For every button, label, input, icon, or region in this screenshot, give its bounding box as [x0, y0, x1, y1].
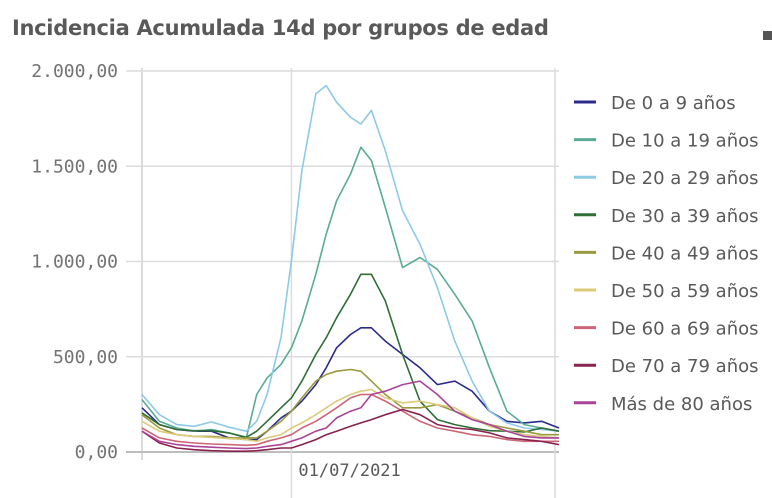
legend-label: De 30 a 39 años — [611, 206, 759, 227]
x-axis-ticks: 01/07/2021 — [298, 461, 400, 481]
legend-label: De 40 a 49 años — [611, 243, 759, 264]
legend-item[interactable]: De 50 a 59 años — [574, 281, 759, 302]
series-line-2 — [141, 84, 560, 432]
expand-icon[interactable] — [763, 31, 772, 40]
legend-item[interactable]: De 40 a 49 años — [574, 243, 759, 264]
y-tick-label: 2.000,00 — [31, 61, 118, 82]
legend-item[interactable]: De 60 a 69 años — [574, 319, 759, 340]
y-axis-ticks: 0,00 500,00 1.000,00 1.500,00 2.000,00 — [31, 61, 118, 463]
legend-item[interactable]: Más de 80 años — [574, 394, 752, 415]
legend-item[interactable]: De 70 a 79 años — [574, 356, 759, 377]
legend-label: Más de 80 años — [611, 394, 752, 415]
legend-label: De 70 a 79 años — [611, 356, 759, 377]
x-tick-label: 01/07/2021 — [298, 461, 400, 481]
series-line-8 — [141, 380, 559, 450]
legend-item[interactable]: De 20 a 29 años — [574, 168, 759, 189]
legend-item[interactable]: De 10 a 19 años — [574, 131, 759, 152]
series-line-0 — [141, 327, 560, 441]
legend: De 0 a 9 años De 10 a 19 años De 20 a 29 a… — [574, 93, 759, 415]
legend-label: De 60 a 69 años — [611, 319, 759, 340]
legend-label: De 20 a 29 años — [611, 168, 759, 189]
chart-title: Incidencia Acumulada 14d por grupos de e… — [12, 16, 549, 40]
y-tick-label: 1.500,00 — [31, 156, 118, 177]
legend-label: De 50 a 59 años — [611, 281, 759, 302]
series-line-3 — [141, 273, 560, 439]
series-line-7 — [141, 408, 560, 452]
legend-label: De 10 a 19 años — [611, 131, 759, 152]
y-tick-label: 1.000,00 — [31, 252, 118, 273]
y-tick-label: 0,00 — [75, 442, 118, 463]
series-line-6 — [141, 393, 559, 447]
legend-label: De 0 a 9 años — [611, 93, 736, 114]
legend-item[interactable]: De 30 a 39 años — [574, 206, 759, 227]
legend-item[interactable]: De 0 a 9 años — [574, 93, 736, 114]
y-tick-label: 500,00 — [53, 347, 118, 368]
series-lines — [141, 84, 560, 452]
